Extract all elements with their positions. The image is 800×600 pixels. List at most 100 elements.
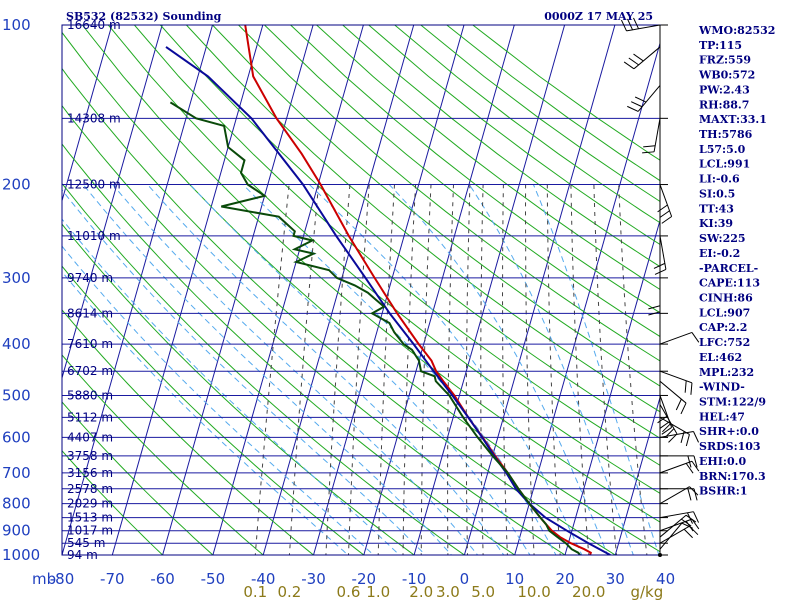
- wind-barb-flag: [680, 402, 687, 415]
- sounding-series-0: [244, 25, 592, 555]
- wind-barb: [659, 460, 693, 474]
- dry-adiabat-line: [81, 25, 660, 523]
- index-item: HEL:47: [699, 410, 745, 423]
- index-item: BRN:170.3: [699, 470, 766, 483]
- height-label: 9740 m: [67, 271, 113, 285]
- wind-barb-flag: [690, 382, 693, 395]
- dry-adiabat-line: [62, 401, 214, 555]
- index-item: STM:122/9: [699, 396, 766, 409]
- index-item: PW:2.43: [699, 83, 750, 96]
- wind-barb-flag: [620, 19, 627, 32]
- wind-barb-flag: [691, 518, 700, 530]
- pressure-label: 100: [2, 16, 31, 34]
- height-label: 5880 m: [67, 388, 113, 402]
- wind-barb: [659, 486, 690, 505]
- height-label: 12500 m: [67, 178, 121, 192]
- wind-barb-flag: [659, 421, 670, 429]
- pressure-label: 800: [2, 495, 31, 513]
- height-label: 16640 m: [67, 18, 121, 32]
- dry-adiabat-line: [62, 265, 365, 555]
- moist-adiabat-line: [388, 184, 609, 555]
- wind-barb: [637, 85, 661, 112]
- moist-adiabat-line: [532, 184, 660, 555]
- isotherm-line: [363, 25, 515, 555]
- index-item: LCL:991: [699, 158, 750, 171]
- wind-barb-flag: [659, 210, 670, 219]
- isotherm-line: [614, 395, 660, 555]
- wind-barb-flag: [661, 216, 672, 224]
- index-item: SRDS:103: [699, 440, 761, 453]
- dry-adiabat-line: [316, 25, 660, 291]
- dry-adiabat-grid: [62, 25, 660, 555]
- wind-barb-flag: [630, 101, 643, 108]
- temperature-tick-label: -60: [150, 570, 175, 588]
- wind-barb-flag: [628, 57, 639, 66]
- moist-adiabat-grid: [62, 184, 660, 555]
- index-item: SI:0.5: [699, 187, 735, 200]
- isotherm-line: [564, 218, 660, 555]
- isotherm-line: [463, 25, 616, 555]
- index-item: -PARCEL-: [699, 262, 758, 275]
- index-item: WB0:572: [698, 69, 755, 82]
- dry-adiabat-line: [62, 143, 516, 555]
- wind-barb-flag: [668, 433, 678, 443]
- moist-adiabat-line: [189, 184, 531, 555]
- wind-barb-flag: [685, 520, 694, 532]
- wind-barb-flag: [661, 426, 672, 435]
- wind-barb-flag: [691, 460, 700, 472]
- index-item: CAP:2.2: [699, 321, 747, 334]
- index-item: TP:115: [699, 39, 742, 52]
- wind-barb: [659, 331, 693, 345]
- mixing-ratio-line: [618, 184, 648, 555]
- plot-border: [61, 24, 661, 556]
- wind-barb: [659, 522, 683, 550]
- dry-adiabat-line: [62, 309, 315, 555]
- dry-adiabat-line: [342, 25, 660, 268]
- pressure-label: 900: [2, 522, 31, 540]
- wind-barb-flag: [633, 53, 644, 62]
- temperature-tick-label: 0: [460, 570, 470, 588]
- wind-barb-flag: [693, 488, 698, 501]
- index-item: RH:88.7: [699, 98, 749, 111]
- isotherm-line: [62, 25, 113, 203]
- wind-barb-flag: [675, 398, 682, 411]
- wind-barb-flag: [685, 434, 690, 447]
- index-item: LCL:907: [699, 306, 750, 319]
- mixing-ratio-label: 0.2: [277, 583, 301, 600]
- mixing-ratio-line: [402, 184, 417, 555]
- temperature-tick-label: 40: [656, 570, 675, 588]
- wind-barb-flag: [687, 512, 693, 524]
- wind-barb-flag: [642, 151, 655, 154]
- wind-barb-flag: [648, 311, 661, 316]
- moist-adiabat-line: [62, 270, 349, 555]
- pressure-label: 1000: [2, 546, 40, 564]
- dry-adiabat-line: [62, 354, 264, 555]
- moist-adiabat-line: [62, 218, 401, 555]
- index-item: SHR+:0.0: [699, 425, 759, 438]
- dry-adiabat-line: [290, 25, 660, 314]
- wind-barb-flag: [653, 262, 666, 269]
- isotherm-line: [413, 25, 566, 555]
- mixing-ratio-line: [420, 184, 432, 555]
- pressure-labels: 100 200 300 400 500 600 700 800 900 1000: [2, 16, 40, 564]
- wind-barb: [659, 416, 690, 435]
- wind-barb-flag: [693, 455, 698, 468]
- dry-adiabat-line: [264, 25, 660, 338]
- index-item: WMO:82532: [698, 24, 775, 37]
- mixing-ratio-label: g/kg: [630, 583, 663, 600]
- dry-adiabat-line: [160, 25, 660, 439]
- dry-adiabat-line: [134, 25, 660, 466]
- index-item: L57:5.0: [699, 143, 746, 156]
- dry-adiabat-line: [62, 449, 164, 555]
- mixing-ratio-line: [480, 184, 484, 555]
- dry-adiabat-line: [368, 25, 660, 246]
- wind-barb-flag: [683, 528, 693, 539]
- mixing-ratio-line: [501, 184, 508, 555]
- wind-barb: [659, 184, 673, 217]
- pressure-label: 600: [2, 428, 31, 446]
- wind-barb-flag: [648, 305, 661, 310]
- index-item: EHI:0.0: [699, 455, 746, 468]
- height-label: 4407 m: [67, 430, 113, 444]
- sounding-series-1: [165, 46, 611, 555]
